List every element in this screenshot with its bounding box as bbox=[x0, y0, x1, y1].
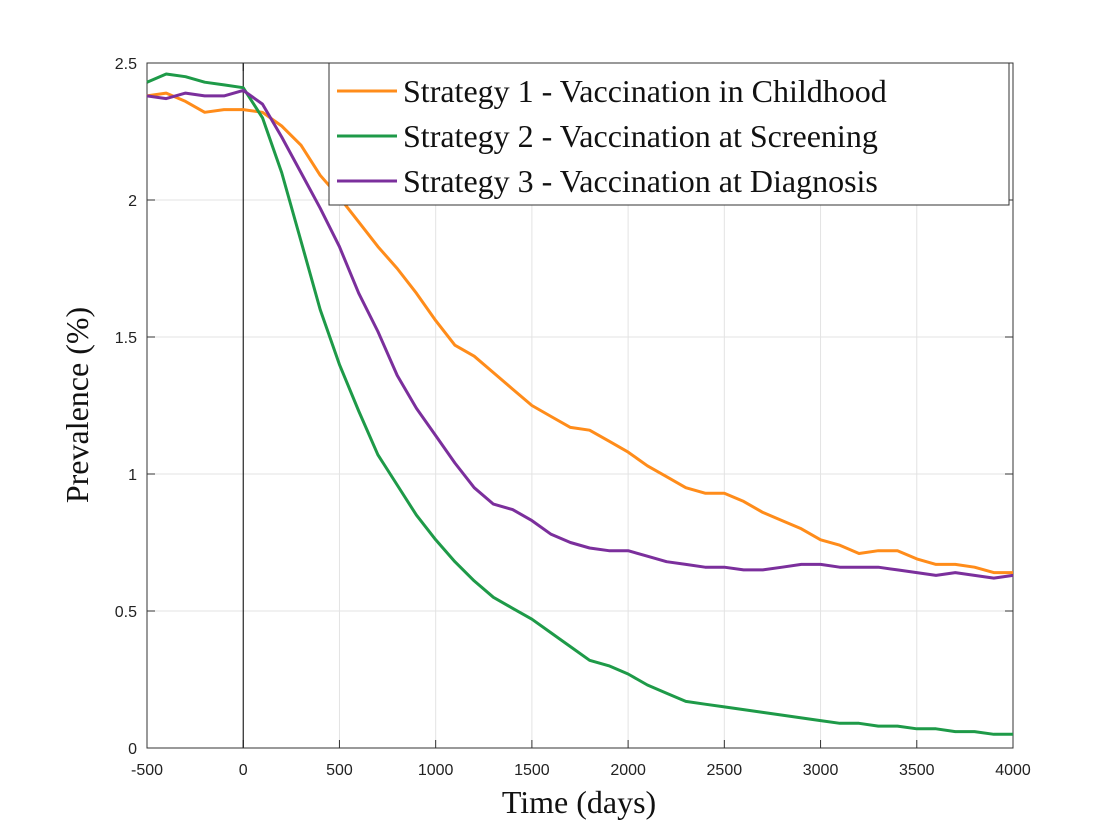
series-line bbox=[146, 88, 1014, 580]
y-tick-label: 1 bbox=[128, 467, 137, 484]
x-tick-label: 3000 bbox=[803, 762, 839, 779]
y-tick-label: 2 bbox=[128, 193, 137, 210]
legend-label: Strategy 1 - Vaccination in Childhood bbox=[403, 73, 887, 109]
y-tick-label: 0.5 bbox=[115, 604, 137, 621]
x-tick-label: 3500 bbox=[899, 762, 935, 779]
x-tick-label: 1500 bbox=[514, 762, 550, 779]
y-tick-label: 2.5 bbox=[115, 56, 137, 73]
legend-label: Strategy 2 - Vaccination at Screening bbox=[403, 118, 878, 154]
x-tick-label: 4000 bbox=[995, 762, 1031, 779]
x-tick-label: 0 bbox=[239, 762, 248, 779]
y-axis-label: Prevalence (%) bbox=[59, 307, 95, 503]
x-tick-label: 2500 bbox=[707, 762, 743, 779]
x-tick-label: 1000 bbox=[418, 762, 454, 779]
x-tick-label: 500 bbox=[326, 762, 353, 779]
x-tick-label: 2000 bbox=[610, 762, 646, 779]
series-line bbox=[146, 91, 1013, 575]
legend-box bbox=[328, 62, 1010, 206]
series-line bbox=[146, 72, 1013, 736]
y-tick-label: 0 bbox=[128, 741, 137, 758]
x-tick-label: -500 bbox=[131, 762, 163, 779]
y-tick-label: 1.5 bbox=[115, 330, 137, 347]
legend-label: Strategy 3 - Vaccination at Diagnosis bbox=[403, 163, 878, 199]
x-axis-label: Time (days) bbox=[502, 784, 656, 820]
